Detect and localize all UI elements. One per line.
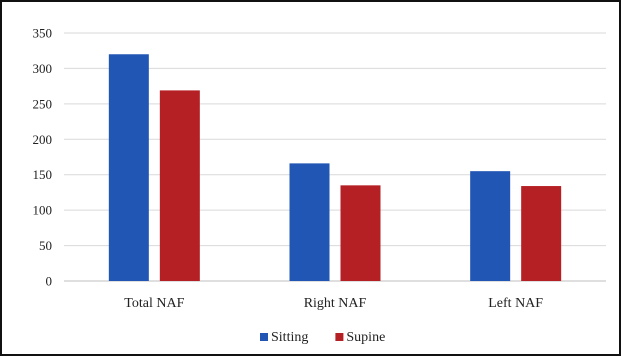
legend-label-sitting: Sitting (271, 330, 308, 345)
y-tick-label: 0 (46, 274, 53, 289)
bar-sitting-right-naf (290, 163, 330, 281)
y-tick-label: 150 (33, 167, 53, 182)
x-category-label: Left NAF (488, 296, 543, 311)
x-category-label: Right NAF (304, 296, 367, 311)
y-axis-ticks: 0 50 100 150 200 250 300 350 (33, 26, 53, 289)
y-tick-label: 350 (33, 26, 53, 41)
bar-sitting-left-naf (470, 171, 510, 281)
y-tick-label: 300 (33, 61, 53, 76)
y-tick-label: 50 (39, 238, 52, 253)
y-tick-label: 100 (33, 203, 53, 218)
legend-swatch-sitting (260, 333, 268, 341)
bar-sitting-total-naf (109, 54, 149, 281)
y-tick-label: 200 (33, 132, 53, 147)
legend-label-supine: Supine (346, 330, 385, 345)
bars (109, 54, 561, 281)
bar-supine-total-naf (160, 90, 200, 281)
legend: Sitting Supine (260, 330, 385, 345)
x-category-label: Total NAF (124, 296, 184, 311)
y-tick-label: 250 (33, 96, 53, 111)
legend-swatch-supine (335, 333, 343, 341)
x-axis-categories: Total NAF Right NAF Left NAF (124, 296, 543, 311)
bar-supine-left-naf (521, 186, 561, 281)
bar-supine-right-naf (341, 185, 381, 281)
